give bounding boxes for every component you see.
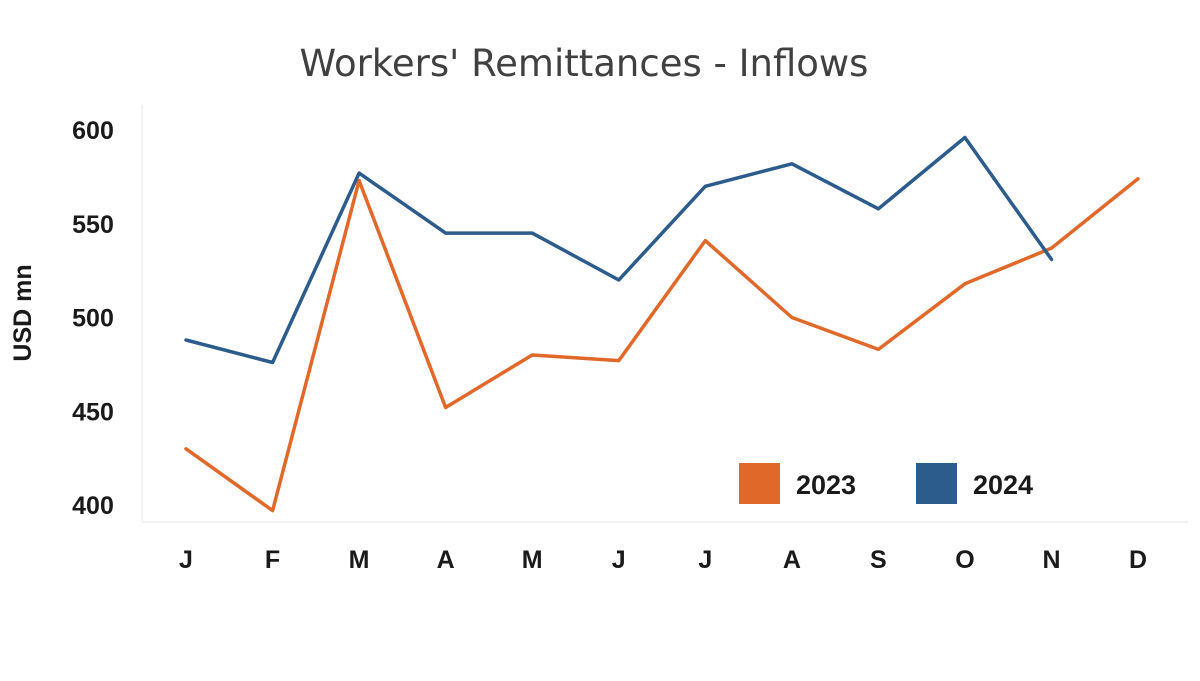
x-tick-label: M xyxy=(349,546,370,574)
series-line-2023 xyxy=(184,177,1140,513)
y-tick-label: 550 xyxy=(72,211,114,239)
chart-title: Workers' Remittances - Inflows xyxy=(300,42,869,85)
x-tick-label: N xyxy=(1042,546,1060,574)
x-tick-label: F xyxy=(265,546,280,574)
y-tick-label: 500 xyxy=(72,305,114,333)
legend: 2023 2024 xyxy=(739,463,1033,504)
x-tick-label: A xyxy=(783,546,801,574)
y-axis-label: USD mn xyxy=(9,264,37,361)
legend-swatch-2023 xyxy=(739,463,780,504)
legend-label: 2023 xyxy=(796,470,856,500)
series-line-2024 xyxy=(184,135,1054,365)
x-tick-label: D xyxy=(1129,546,1147,574)
y-tick-label: 600 xyxy=(72,117,114,145)
x-tick-label: M xyxy=(522,546,543,574)
x-tick-label: J xyxy=(612,546,626,574)
series-lines xyxy=(184,135,1140,513)
x-tick-label: O xyxy=(955,546,974,574)
x-tick-label: S xyxy=(870,546,887,574)
y-tick-label: 400 xyxy=(72,492,114,520)
x-tick-label: A xyxy=(437,546,455,574)
x-tick-label: J xyxy=(698,546,712,574)
y-tick-labels: 400 450 500 550 600 xyxy=(72,117,114,520)
legend-label: 2024 xyxy=(973,470,1033,500)
y-tick-label: 450 xyxy=(72,398,114,426)
x-tick-label: J xyxy=(179,546,193,574)
legend-swatch-2024 xyxy=(916,463,957,504)
